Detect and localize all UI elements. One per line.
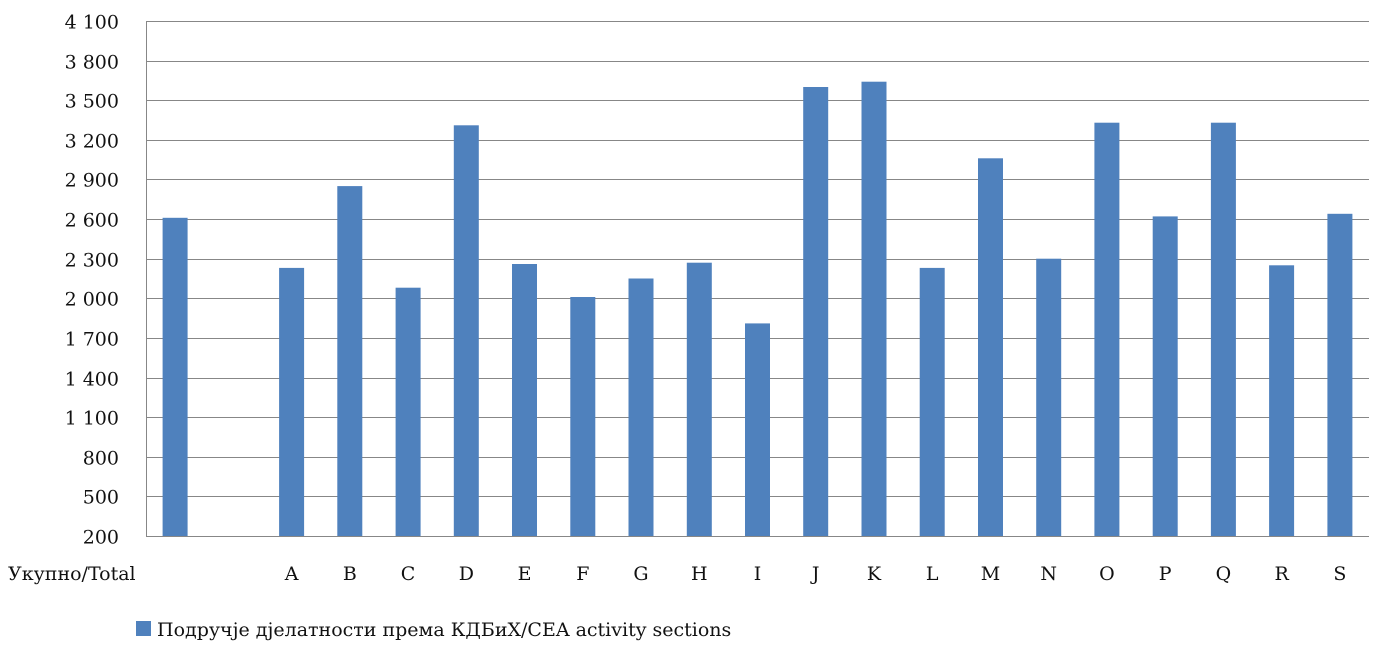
x-tick-label: O bbox=[1099, 563, 1115, 585]
bar bbox=[162, 217, 188, 537]
x-tick-label: M bbox=[981, 563, 1000, 585]
y-tick-label: 500 bbox=[83, 487, 119, 509]
x-tick-label: I bbox=[754, 563, 762, 585]
x-tick-label: Укупно/Total bbox=[8, 563, 136, 585]
y-tick-label: 3 500 bbox=[65, 91, 119, 113]
y-tick-label: 4 100 bbox=[65, 12, 119, 34]
bar bbox=[978, 158, 1003, 537]
x-tick-label: E bbox=[518, 563, 532, 585]
y-tick-label: 1 100 bbox=[65, 408, 119, 430]
bar bbox=[1036, 258, 1062, 536]
y-axis-ticks: 200 500 800 1 100 1 400 1 700 2 000 2 300 2 600 2… bbox=[65, 12, 119, 549]
y-tick-label: 200 bbox=[83, 527, 119, 549]
y-tick-label: 3 200 bbox=[65, 131, 119, 153]
y-tick-label: 1 700 bbox=[65, 329, 119, 351]
x-tick-label: B bbox=[343, 563, 357, 585]
x-tick-label: K bbox=[867, 563, 882, 585]
x-tick-label: N bbox=[1040, 563, 1057, 585]
x-tick-label: J bbox=[810, 563, 820, 585]
x-tick-label: P bbox=[1159, 563, 1172, 585]
x-tick-label: F bbox=[576, 563, 589, 585]
bar bbox=[453, 125, 479, 537]
bar bbox=[628, 278, 654, 536]
y-tick-label: 2 900 bbox=[65, 170, 119, 192]
bar bbox=[919, 267, 945, 536]
y-tick-label: 2 300 bbox=[65, 250, 119, 272]
legend: Подручје дјелатности према КДБиХ/CEA act… bbox=[136, 619, 731, 641]
bar bbox=[337, 186, 363, 536]
x-tick-label: R bbox=[1274, 563, 1289, 585]
x-tick-label: C bbox=[401, 563, 416, 585]
axes bbox=[146, 21, 1369, 537]
x-tick-label: G bbox=[633, 563, 648, 585]
legend-swatch bbox=[136, 621, 151, 636]
x-tick-label: Q bbox=[1216, 563, 1232, 585]
bar bbox=[279, 267, 305, 536]
bars bbox=[162, 81, 1353, 537]
legend-label: Подручје дјелатности према КДБиХ/CEA act… bbox=[157, 619, 731, 641]
x-tick-label: H bbox=[691, 563, 708, 585]
bar bbox=[1152, 216, 1178, 536]
bar bbox=[570, 297, 596, 536]
bar bbox=[861, 81, 887, 536]
bar bbox=[745, 323, 770, 536]
bar bbox=[1327, 213, 1353, 537]
y-tick-label: 3 800 bbox=[65, 52, 119, 74]
bar bbox=[395, 287, 421, 536]
bar bbox=[1094, 122, 1120, 536]
y-tick-label: 1 400 bbox=[65, 369, 119, 391]
x-tick-label: D bbox=[459, 563, 474, 585]
x-axis-ticks: Укупно/Total A B C D E F G H I J K L M N O P Q R S bbox=[8, 563, 1346, 585]
y-tick-label: 2 600 bbox=[65, 210, 119, 232]
bar bbox=[803, 87, 829, 536]
bar bbox=[1210, 122, 1236, 536]
bar bbox=[1269, 265, 1295, 536]
bar bbox=[686, 262, 712, 536]
x-tick-label: A bbox=[284, 563, 299, 585]
y-tick-label: 800 bbox=[83, 448, 119, 470]
y-tick-label: 2 000 bbox=[65, 289, 119, 311]
bar bbox=[512, 264, 537, 536]
x-tick-label: S bbox=[1333, 563, 1346, 585]
x-tick-label: L bbox=[926, 563, 939, 585]
